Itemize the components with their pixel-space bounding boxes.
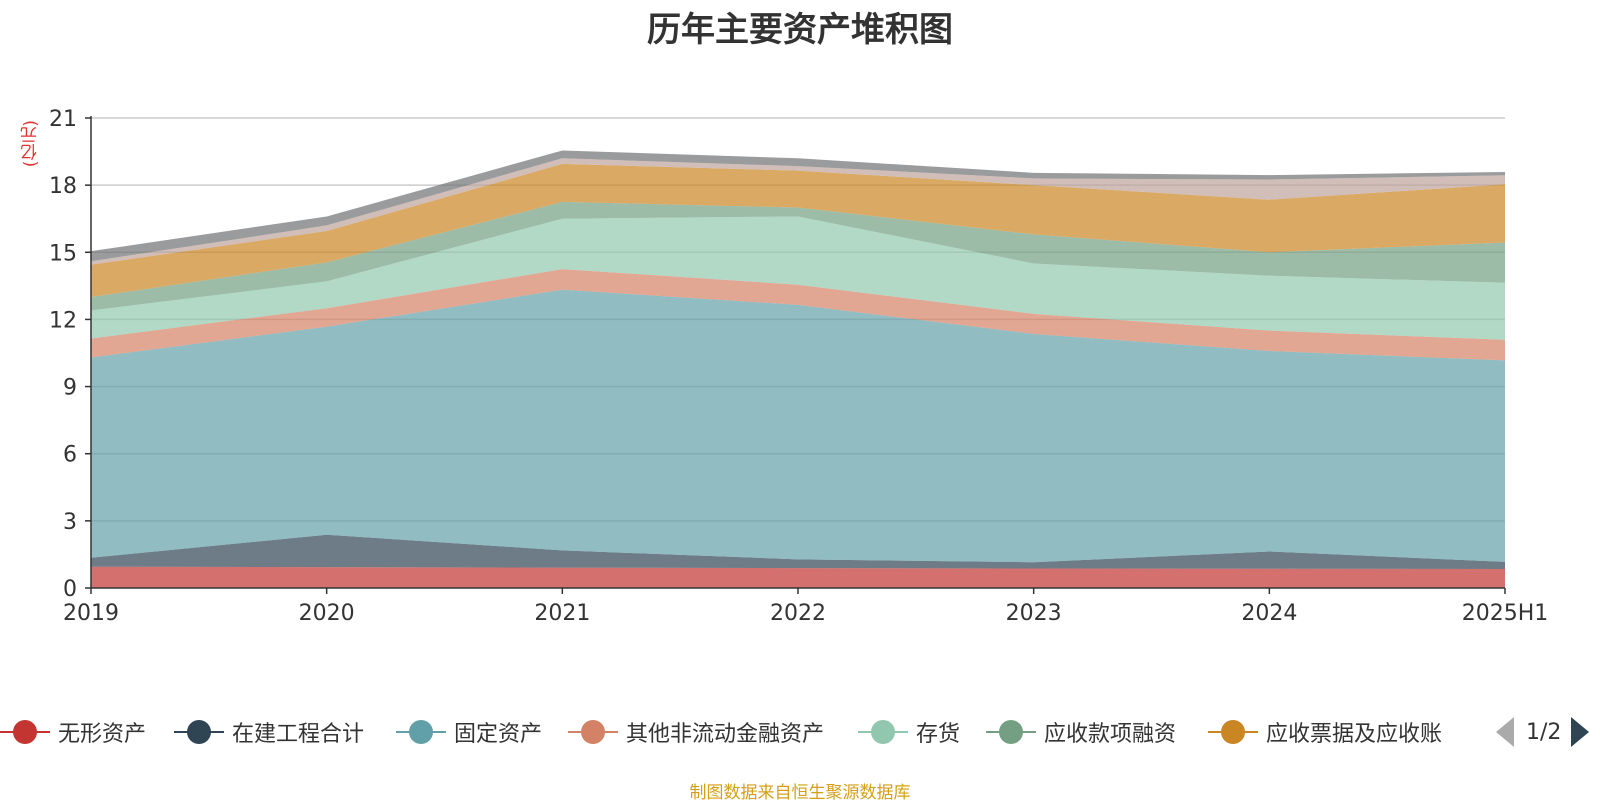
chart-legend: 无形资产 在建工程合计 固定资产 其他非流动金融资产 存货 应收款项融资 应收票据及应收账: [0, 712, 1600, 752]
legend-pager: 1/2: [1496, 712, 1590, 752]
legend-marker-icon: [1208, 712, 1258, 752]
area-series-6: [91, 163, 1505, 298]
legend-item[interactable]: 存货: [858, 712, 960, 752]
y-tick-label: 0: [63, 577, 77, 602]
x-tick-label: 2025H1: [1462, 601, 1549, 626]
area-series-2: [91, 289, 1505, 563]
legend-marker-icon: [0, 712, 50, 752]
legend-marker-icon: [396, 712, 446, 752]
legend-marker-icon: [174, 712, 224, 752]
legend-item[interactable]: 应收票据及应收账: [1208, 712, 1442, 752]
data-source-note: 制图数据来自恒生聚源数据库: [689, 783, 911, 803]
x-tick-label: 2021: [534, 601, 590, 626]
x-tick-label: 2022: [770, 601, 826, 626]
area-series-7: [91, 158, 1505, 265]
legend-label: 应收票据及应收账: [1266, 722, 1443, 747]
legend-next-page-icon[interactable]: [1571, 717, 1590, 747]
y-tick-label: 12: [49, 308, 77, 333]
legend-prev-page-icon[interactable]: [1496, 717, 1514, 747]
legend-marker-icon: [858, 712, 908, 752]
legend-item[interactable]: 应收款项融资: [986, 712, 1176, 752]
legend-label: 其他非流动金融资产: [626, 722, 825, 747]
y-tick-label: 6: [63, 443, 77, 468]
legend-label: 在建工程合计: [232, 722, 365, 747]
x-tick-label: 2020: [299, 601, 355, 626]
x-tick-label: 2023: [1006, 601, 1062, 626]
area-series-0: [91, 566, 1505, 588]
area-series-1: [91, 534, 1505, 569]
legend-item[interactable]: 在建工程合计: [174, 712, 364, 752]
legend-label: 无形资产: [58, 722, 147, 747]
x-tick-label: 2019: [63, 601, 119, 626]
legend-marker-icon: [986, 712, 1036, 752]
y-tick-label: 15: [49, 241, 77, 266]
y-tick-label: 3: [63, 510, 77, 535]
legend-label: 固定资产: [454, 722, 543, 747]
y-tick-label: 21: [49, 107, 77, 132]
legend-label: 存货: [916, 722, 961, 747]
legend-item[interactable]: 其他非流动金融资产: [568, 712, 824, 752]
area-series-5: [91, 201, 1505, 311]
area-series-4: [91, 216, 1505, 340]
legend-page-indicator: 1/2: [1526, 719, 1562, 745]
legend-marker-icon: [568, 712, 618, 752]
y-tick-label: 18: [49, 174, 77, 199]
y-tick-label: 9: [63, 376, 77, 401]
area-series-8: [91, 150, 1505, 262]
stacked-area-chart: 0 3 6 9 12 15 18 21 2019 2020 2021 2022 2023 2024 2025…: [49, 107, 1549, 626]
x-tick-label: 2024: [1241, 601, 1297, 626]
legend-item[interactable]: 无形资产: [0, 712, 146, 752]
legend-item[interactable]: 固定资产: [396, 712, 542, 752]
legend-label: 应收款项融资: [1044, 722, 1177, 747]
chart-title: 历年主要资产堆积图: [647, 10, 953, 50]
area-series-3: [91, 269, 1505, 361]
